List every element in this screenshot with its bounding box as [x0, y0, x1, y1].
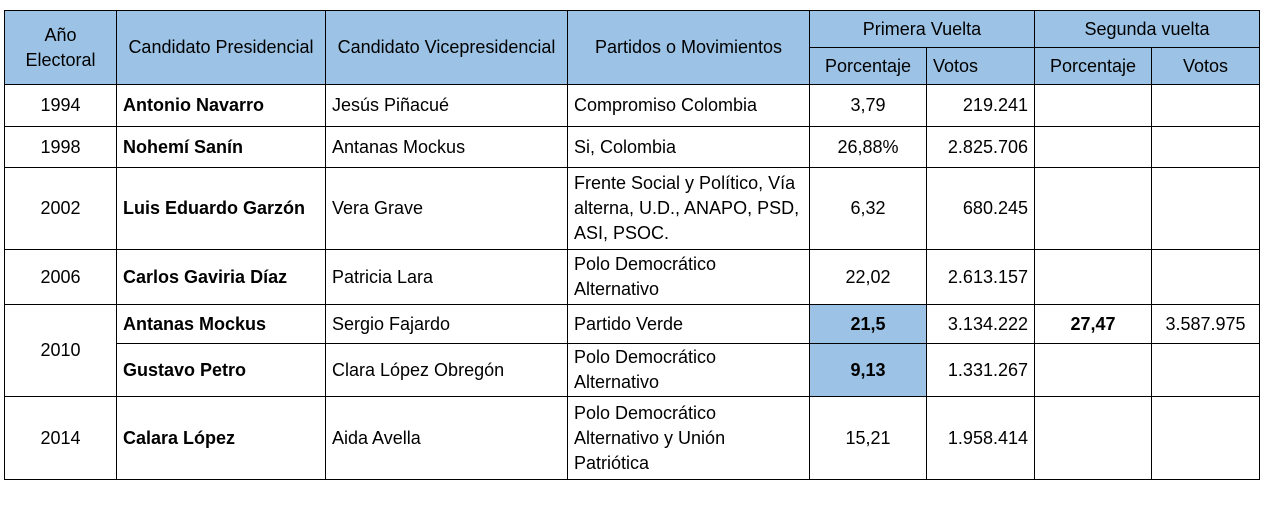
- votes-second-cell: [1151, 84, 1260, 127]
- year-cell: 1994: [4, 84, 117, 127]
- president-cell: Gustavo Petro: [116, 343, 326, 397]
- parties-cell: Polo Democrático Alternativo: [567, 249, 810, 305]
- president-cell: Nohemí Sanín: [116, 126, 326, 168]
- parties-cell: Polo Democrático Alternativo y Unión Pat…: [567, 396, 810, 480]
- table-row: 2014 Calara López Aida Avella Polo Democ…: [4, 396, 1260, 480]
- votes-first-cell: 3.134.222: [926, 304, 1035, 344]
- votes-first-cell: 2.613.157: [926, 249, 1035, 305]
- vice-cell: Vera Grave: [325, 167, 568, 250]
- pct-second-cell: [1034, 84, 1152, 127]
- votes-first-cell: 2.825.706: [926, 126, 1035, 168]
- header-pct-first: Porcentaje: [809, 47, 927, 85]
- table-row: 1998 Nohemí Sanín Antanas Mockus Si, Col…: [4, 126, 1260, 168]
- elections-table: Año Electoral Candidato Presidencial Can…: [4, 10, 1260, 480]
- header-vice: Candidato Vicepresidencial: [325, 10, 568, 85]
- vice-cell: Clara López Obregón: [325, 343, 568, 397]
- pct-second-cell: [1034, 396, 1152, 480]
- votes-second-cell: 3.587.975: [1151, 304, 1260, 344]
- parties-cell: Compromiso Colombia: [567, 84, 810, 127]
- pct-second-cell: [1034, 126, 1152, 168]
- year-cell: 2006: [4, 249, 117, 305]
- president-cell: Luis Eduardo Garzón: [116, 167, 326, 250]
- header-second-round: Segunda vuelta: [1034, 10, 1260, 48]
- year-cell: 1998: [4, 126, 117, 168]
- vice-cell: Jesús Piñacué: [325, 84, 568, 127]
- year-cell: 2010: [4, 304, 117, 397]
- pct-second-cell: [1034, 167, 1152, 250]
- header-parties: Partidos o Movimientos: [567, 10, 810, 85]
- header-president: Candidato Presidencial: [116, 10, 326, 85]
- votes-second-cell: [1151, 249, 1260, 305]
- pct-first-cell: 26,88%: [809, 126, 927, 168]
- header-year: Año Electoral: [4, 10, 117, 85]
- year-cell: 2014: [4, 396, 117, 480]
- header-first-round: Primera Vuelta: [809, 10, 1035, 48]
- header-votes-first: Votos: [926, 47, 1035, 85]
- pct-first-cell-highlighted: 9,13: [809, 343, 927, 397]
- table-row: Gustavo Petro Clara López Obregón Polo D…: [5, 343, 1260, 397]
- pct-first-cell: 15,21: [809, 396, 927, 480]
- president-cell: Antanas Mockus: [116, 304, 326, 344]
- votes-second-cell: [1151, 343, 1260, 397]
- votes-first-cell: 1.331.267: [926, 343, 1035, 397]
- table-row: 2002 Luis Eduardo Garzón Vera Grave Fren…: [4, 167, 1260, 250]
- pct-first-cell-highlighted: 21,5: [809, 304, 927, 344]
- votes-second-cell: [1151, 126, 1260, 168]
- votes-second-cell: [1151, 167, 1260, 250]
- president-cell: Antonio Navarro: [116, 84, 326, 127]
- votes-first-cell: 680.245: [926, 167, 1035, 250]
- parties-cell: Partido Verde: [567, 304, 810, 344]
- header-votes-second: Votos: [1151, 47, 1260, 85]
- parties-cell: Frente Social y Político, Vía alterna, U…: [567, 167, 810, 250]
- votes-first-cell: 219.241: [926, 84, 1035, 127]
- president-cell: Calara López: [116, 396, 326, 480]
- pct-second-cell: 27,47: [1034, 304, 1152, 344]
- table-row: 1994 Antonio Navarro Jesús Piñacué Compr…: [4, 84, 1260, 127]
- year-cell: 2002: [4, 167, 117, 250]
- pct-first-cell: 3,79: [809, 84, 927, 127]
- votes-first-cell: 1.958.414: [926, 396, 1035, 480]
- vice-cell: Sergio Fajardo: [325, 304, 568, 344]
- table-row: 2006 Carlos Gaviria Díaz Patricia Lara P…: [4, 249, 1260, 305]
- vice-cell: Aida Avella: [325, 396, 568, 480]
- header-pct-second: Porcentaje: [1034, 47, 1152, 85]
- table-row: 2010 Antanas Mockus Sergio Fajardo Parti…: [4, 304, 1260, 397]
- parties-cell: Si, Colombia: [567, 126, 810, 168]
- votes-second-cell: [1151, 396, 1260, 480]
- pct-first-cell: 6,32: [809, 167, 927, 250]
- pct-second-cell: [1034, 249, 1152, 305]
- vice-cell: Patricia Lara: [325, 249, 568, 305]
- vice-cell: Antanas Mockus: [325, 126, 568, 168]
- president-cell: Carlos Gaviria Díaz: [116, 249, 326, 305]
- parties-cell: Polo Democrático Alternativo: [567, 343, 810, 397]
- pct-second-cell: [1034, 343, 1152, 397]
- pct-first-cell: 22,02: [809, 249, 927, 305]
